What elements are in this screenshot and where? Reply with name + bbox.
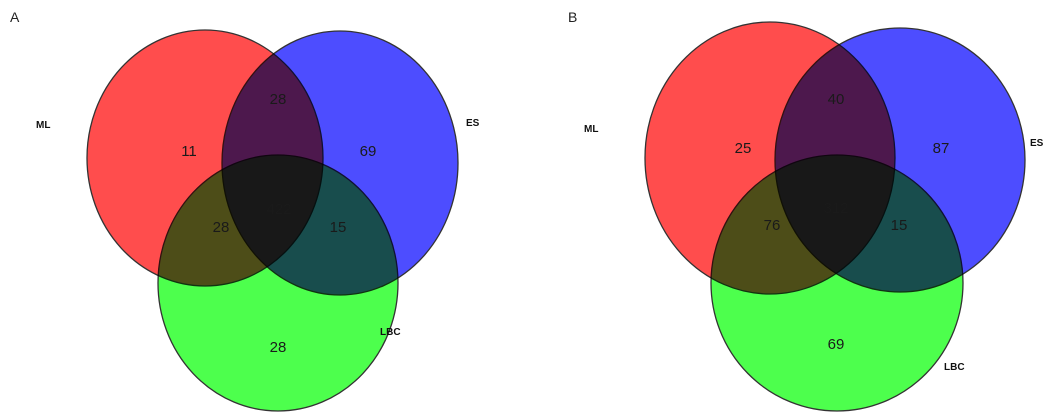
panel-b-count-all: 312 xyxy=(823,200,848,217)
panel-a-count-es-lbc: 15 xyxy=(330,219,347,236)
panel-b-count-ml-lbc: 76 xyxy=(764,217,781,234)
panel-b-circle-lbc xyxy=(710,154,964,412)
panel-a-count-ml-es: 28 xyxy=(270,91,287,108)
panel-b-count-lbc-only: 69 xyxy=(828,336,845,353)
panel-a-count-all: 422 xyxy=(266,201,291,218)
panel-a-label-lbc: LBC xyxy=(380,327,401,338)
panel-b-count-es-lbc: 15 xyxy=(891,217,908,234)
panel-b-label-es: ES xyxy=(1030,138,1044,149)
panel-a-count-ml-only: 11 xyxy=(181,143,197,160)
panel-b-count-ml-es: 40 xyxy=(828,91,845,108)
panel-a-circles xyxy=(86,29,459,412)
panel-b-count-ml-only: 25 xyxy=(735,140,752,157)
panel-a-circle-lbc xyxy=(157,154,399,412)
panel-b-label-ml: ML xyxy=(584,124,598,135)
panel-a-label-es: ES xyxy=(466,118,480,129)
panel-a-count-lbc-only: 28 xyxy=(270,339,287,356)
panel-b-circles xyxy=(644,21,1026,412)
panel-a-letter: A xyxy=(10,9,20,25)
panel-b-label-lbc: LBC xyxy=(944,362,965,373)
panel-a-label-ml: ML xyxy=(36,120,50,131)
panel-a-count-ml-lbc: 28 xyxy=(213,219,230,236)
venn-panel-b: B ML ES LBC 25 40 87 312 76 15 69 xyxy=(568,9,1044,412)
panel-a-count-es-only: 69 xyxy=(360,143,377,160)
panel-b-letter: B xyxy=(568,9,577,25)
venn-panel-a: A ML ES LBC 11 28 69 422 28 15 28 xyxy=(10,9,480,412)
panel-b-count-es-only: 87 xyxy=(933,140,950,157)
